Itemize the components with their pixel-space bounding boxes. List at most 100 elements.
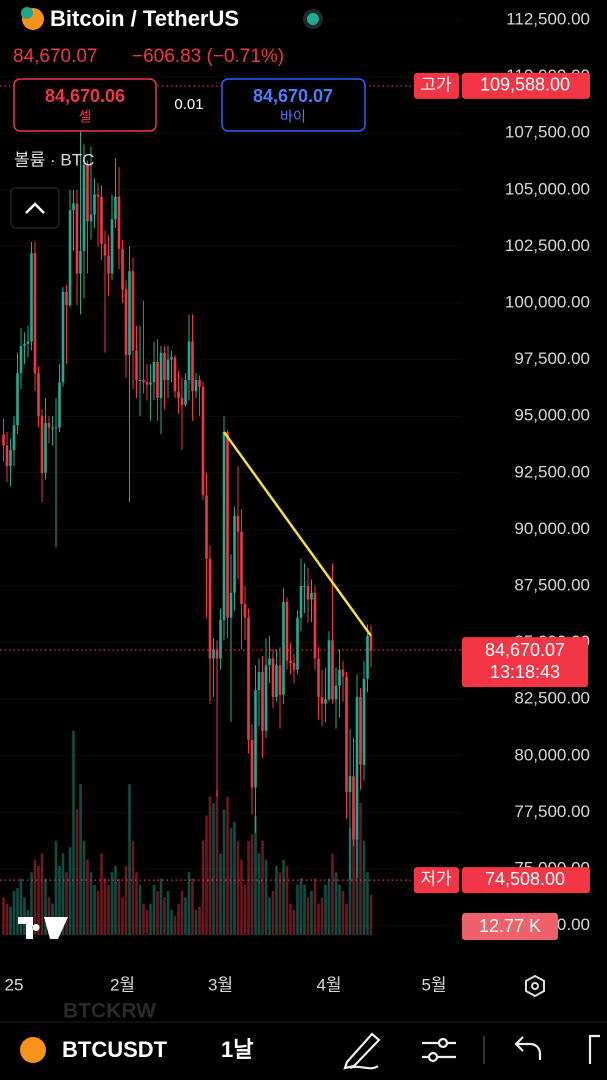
volume-bar bbox=[89, 872, 93, 935]
interval[interactable]: 1날 bbox=[221, 1037, 253, 1062]
volume-bar bbox=[177, 903, 180, 935]
volume-bar bbox=[345, 903, 348, 935]
header-change: −606.83 (−0.71%) bbox=[132, 46, 284, 67]
layout-icon[interactable] bbox=[588, 1034, 600, 1064]
volume-bar bbox=[292, 909, 296, 935]
volume-bar bbox=[131, 840, 135, 935]
volume-bar bbox=[82, 840, 86, 935]
candle-body bbox=[310, 592, 313, 600]
volume-bar bbox=[369, 894, 373, 935]
candle-body bbox=[278, 665, 282, 695]
candle-body bbox=[23, 343, 26, 347]
candle-body bbox=[303, 586, 306, 587]
candle-body bbox=[110, 219, 114, 274]
sell-button[interactable] bbox=[13, 78, 157, 132]
candle-body bbox=[26, 341, 30, 344]
tv-logo bbox=[18, 917, 68, 939]
volume-bar bbox=[282, 859, 285, 935]
candle-body bbox=[79, 250, 82, 274]
candle-body bbox=[292, 662, 296, 670]
candle-body bbox=[362, 678, 366, 765]
volume-bar bbox=[243, 884, 247, 935]
candle-body bbox=[170, 357, 173, 360]
volume-bar bbox=[79, 784, 82, 935]
volume-bar bbox=[233, 821, 236, 935]
volume-bar bbox=[170, 909, 173, 935]
candle-body bbox=[236, 515, 240, 532]
candle-body bbox=[208, 558, 212, 659]
candle-body bbox=[173, 357, 177, 392]
candle-body bbox=[58, 382, 61, 428]
volume-bar bbox=[240, 859, 243, 935]
volume-bar bbox=[54, 840, 58, 935]
volume-bar bbox=[9, 906, 12, 935]
volume-bar bbox=[47, 897, 51, 935]
volume-legend: 볼륨 · BTC bbox=[14, 150, 94, 169]
volume-bar bbox=[187, 872, 191, 935]
candle-body bbox=[156, 361, 159, 399]
candle-body bbox=[257, 672, 261, 691]
volume-bar bbox=[201, 840, 205, 935]
volume-bar bbox=[93, 884, 96, 935]
volume-bar bbox=[114, 865, 117, 935]
candle-body bbox=[100, 196, 103, 245]
volume-bar bbox=[348, 828, 352, 935]
candle-body bbox=[191, 341, 194, 392]
x-tick-label: 5월 bbox=[421, 975, 446, 994]
volume-bar bbox=[61, 853, 65, 935]
y-tick-label: 95,000.00 bbox=[514, 406, 590, 425]
candle-body bbox=[184, 379, 187, 405]
volume-bar bbox=[352, 809, 355, 935]
candle-body bbox=[47, 422, 51, 428]
volume-bar bbox=[303, 884, 306, 935]
volume-bar bbox=[96, 891, 100, 935]
volume-bar bbox=[306, 897, 310, 935]
y-tick-label: 90,000.00 bbox=[514, 519, 590, 538]
candle-body bbox=[33, 253, 37, 374]
volume-bar bbox=[30, 872, 33, 935]
indicator-knob bbox=[437, 1037, 449, 1049]
candle-body bbox=[61, 291, 65, 383]
buy-button[interactable] bbox=[221, 78, 366, 132]
candle-body bbox=[212, 649, 215, 659]
volume-bar bbox=[261, 840, 264, 935]
candle-body bbox=[219, 619, 222, 659]
candle-body bbox=[271, 658, 275, 697]
footer-symbol[interactable]: BTCUSDT bbox=[62, 1037, 168, 1062]
candle-body bbox=[114, 196, 117, 220]
volume-bar bbox=[268, 897, 271, 935]
volume-bar bbox=[215, 790, 219, 935]
countdown: 13:18:43 bbox=[490, 662, 560, 682]
marker-tag bbox=[414, 867, 459, 894]
marker-label: 저가 bbox=[420, 870, 452, 889]
buy-label: 바이 bbox=[280, 109, 306, 125]
candle-body bbox=[40, 416, 44, 473]
collapse-button[interactable] bbox=[10, 187, 60, 229]
draw-icon[interactable] bbox=[343, 1032, 381, 1070]
volume-bar bbox=[135, 872, 138, 935]
candle-body bbox=[72, 203, 75, 211]
volume-bar bbox=[289, 903, 292, 935]
volume-bar bbox=[194, 909, 198, 935]
candle-body bbox=[51, 427, 54, 429]
volume-bar bbox=[121, 897, 124, 935]
volume-bar bbox=[12, 891, 16, 935]
trend-line bbox=[222, 431, 373, 637]
undo-icon[interactable] bbox=[514, 1036, 542, 1060]
marker-label: 고가 bbox=[420, 75, 452, 94]
volume-bar bbox=[103, 878, 107, 935]
last-price-box bbox=[462, 637, 588, 688]
volume-bar bbox=[180, 891, 184, 935]
symbol-title[interactable]: Bitcoin / TetherUS bbox=[50, 6, 239, 31]
candle-body bbox=[131, 271, 135, 351]
settings-icon[interactable] bbox=[525, 974, 545, 998]
candle-body bbox=[341, 669, 345, 677]
volume-bar bbox=[366, 872, 369, 935]
volume-bar bbox=[229, 828, 233, 935]
volume-bar bbox=[334, 872, 338, 935]
candle-body bbox=[229, 592, 233, 618]
volume-bar bbox=[100, 853, 103, 935]
sell-label: 셀 bbox=[79, 109, 92, 125]
candle-body bbox=[355, 696, 359, 840]
